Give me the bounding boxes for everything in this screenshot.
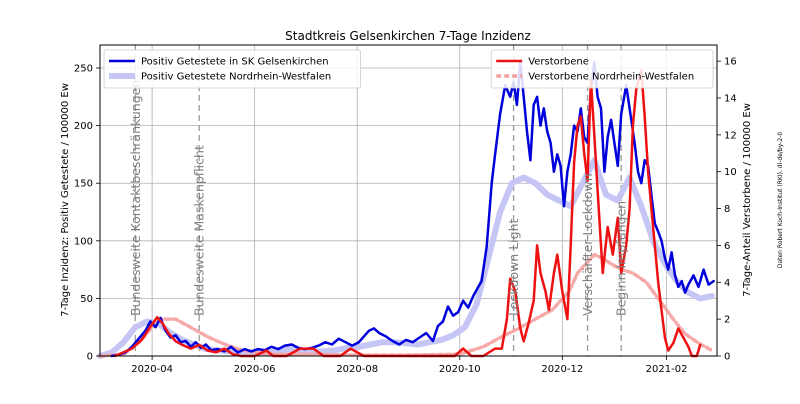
legend-label: Verstorbene [528,57,589,68]
data-source-credit: Daten Robert Koch-Institut (RKI), dl-de/… [777,132,784,268]
y-tick-label-right: 0 [724,352,730,363]
y-tick-label-right: 6 [724,241,730,252]
legend-box [103,49,362,89]
x-tick-label: 2021-02 [646,364,688,375]
legend-left: Positiv Getestete in SK Gelsenkirchen Pos… [103,49,362,89]
y-tick-label-right: 2 [724,315,730,326]
y-tick-label-right: 12 [724,130,737,141]
series-line [113,69,702,358]
axis-bottom: 2020-04 2020-06 2020-08 2020-10 2020-12 2021-… [131,356,687,375]
legend-label: Positiv Getestete Nordrhein-Westfalen [141,72,331,83]
y-axis-title-right: 7-Tage-Anteil Verstorbene / 100000 Ew [742,103,753,297]
x-tick-label: 2020-06 [234,364,276,375]
annotation-label: Verschärfter Lockdown [580,173,595,316]
y-tick-label-left: 0 [87,352,93,363]
legend-label: Positiv Getestete in SK Gelsenkirchen [141,57,329,68]
series-line [110,61,715,358]
y-tick-label-right: 4 [724,278,730,289]
series-line [98,252,714,358]
y-tick-label-left: 250 [74,64,93,75]
x-tick-label: 2020-10 [439,364,481,375]
legend-label: Verstorbene Nordrhein-Westfalen [528,72,694,83]
annotation-labels: Bundesweite Kontaktbeschränkungen Bundesw… [128,80,629,316]
annotation-label: Bundesweite Kontaktbeschränkungen [128,80,143,316]
y-tick-label-left: 100 [74,236,93,247]
axis-left: 0 50 100 150 200 250 [74,64,100,363]
plot-frame [99,44,718,357]
legend-box [490,49,714,89]
y-tick-label-right: 8 [724,204,730,215]
annotation-label: Beginn Impfungen [614,201,629,316]
annotation-label: Bundesweite Maskenpflicht [192,145,207,316]
y-tick-label-right: 16 [724,57,737,68]
axis-right: 0 2 4 6 8 10 12 14 16 [717,57,737,363]
y-tick-label-right: 10 [724,167,737,178]
legend-right: Verstorbene Verstorbene Nordrhein-Westfal… [490,49,714,89]
y-tick-label-left: 50 [80,294,93,305]
y-axis-title-left: 7-Tage Inzidenz: Positiv Getestete / 100… [60,83,71,317]
y-tick-label-right: 14 [724,93,737,104]
y-tick-label-left: 200 [74,121,93,132]
x-tick-label: 2020-12 [541,364,583,375]
x-tick-label: 2020-04 [131,364,173,375]
y-tick-label-left: 150 [74,179,93,190]
chart-title: Stadtkreis Gelsenkirchen 7-Tage Inzidenz [285,29,531,43]
annotation-label: Lockdown Light [506,219,521,316]
x-tick-label: 2020-08 [336,364,378,375]
series-layer [97,61,715,359]
